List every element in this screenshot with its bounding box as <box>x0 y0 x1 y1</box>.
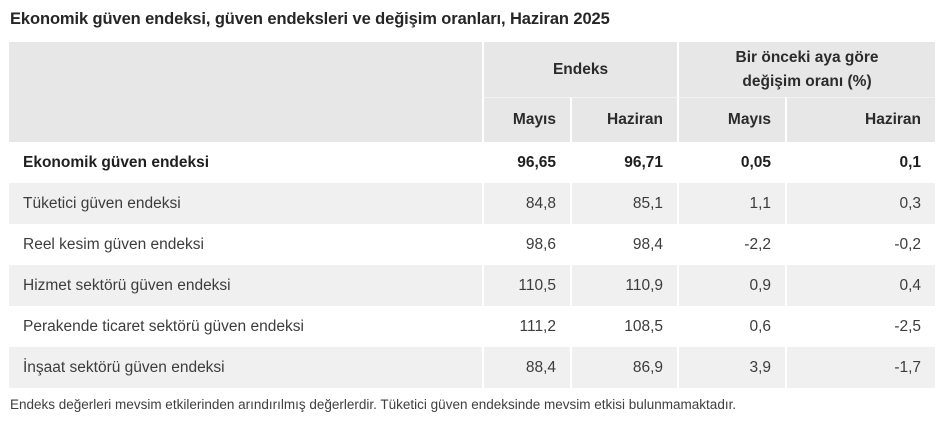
cell-value: 96,65 <box>482 142 570 183</box>
row-label-header-cell <box>9 42 482 142</box>
cell-value: -2,5 <box>785 306 936 347</box>
cell-value: 85,1 <box>570 183 678 224</box>
cell-value: 108,5 <box>570 306 678 347</box>
cell-value: 98,6 <box>482 224 570 265</box>
cell-value: 110,5 <box>482 265 570 306</box>
table-row: Perakende ticaret sektörü güven endeksi … <box>9 306 936 347</box>
row-label: Ekonomik güven endeksi <box>9 142 482 183</box>
cell-value: -2,2 <box>677 224 786 265</box>
cell-value: 1,1 <box>677 183 786 224</box>
cell-value: 0,1 <box>785 142 936 183</box>
footnote: Endeks değerleri mevsim etkilerinden arı… <box>10 397 737 412</box>
cell-value: 3,9 <box>677 347 786 388</box>
cell-value: 88,4 <box>482 347 570 388</box>
cell-value: 86,9 <box>570 347 678 388</box>
subheader-endeks-haziran: Haziran <box>570 97 678 142</box>
cell-value: 0,05 <box>677 142 786 183</box>
column-group-monthly-change: Bir önceki aya göre değişim oranı (%) <box>677 42 936 97</box>
cell-value: 96,71 <box>570 142 678 183</box>
column-group-change-label-line2: değişim oranı (%) <box>742 72 872 90</box>
page: Ekonomik güven endeksi, güven endeksleri… <box>0 10 944 424</box>
cell-value: 111,2 <box>482 306 570 347</box>
table-subheader-row: Mayıs Haziran Mayıs Haziran <box>9 97 936 142</box>
subheader-change-haziran: Haziran <box>785 97 936 142</box>
column-group-endeks: Endeks <box>482 42 678 97</box>
confidence-index-table: Endeks Bir önceki aya göre değişim oranı… <box>9 42 936 388</box>
table-row: Reel kesim güven endeksi 98,6 98,4 -2,2 … <box>9 224 936 265</box>
row-label: Perakende ticaret sektörü güven endeksi <box>9 306 482 347</box>
table-group-header-row: Endeks Bir önceki aya göre değişim oranı… <box>9 42 936 142</box>
subheader-change-mayis: Mayıs <box>677 97 786 142</box>
table-row: İnşaat sektörü güven endeksi 88,4 86,9 3… <box>9 347 936 388</box>
cell-value: 98,4 <box>570 224 678 265</box>
cell-value: 0,3 <box>785 183 936 224</box>
table-row: Ekonomik güven endeksi 96,65 96,71 0,05 … <box>9 142 936 183</box>
subheader-endeks-mayis: Mayıs <box>482 97 570 142</box>
cell-value: 0,9 <box>677 265 786 306</box>
column-group-change-label-line1: Bir önceki aya göre <box>735 49 879 67</box>
cell-value: -0,2 <box>785 224 936 265</box>
cell-value: 0,4 <box>785 265 936 306</box>
column-group-endeks-label: Endeks <box>552 60 609 78</box>
page-title: Ekonomik güven endeksi, güven endeksleri… <box>10 10 610 28</box>
row-label: Hizmet sektörü güven endeksi <box>9 265 482 306</box>
table-row: Hizmet sektörü güven endeksi 110,5 110,9… <box>9 265 936 306</box>
row-label: İnşaat sektörü güven endeksi <box>9 347 482 388</box>
cell-value: 110,9 <box>570 265 678 306</box>
table-row: Tüketici güven endeksi 84,8 85,1 1,1 0,3 <box>9 183 936 224</box>
cell-value: -1,7 <box>785 347 936 388</box>
cell-value: 84,8 <box>482 183 570 224</box>
row-label: Tüketici güven endeksi <box>9 183 482 224</box>
cell-value: 0,6 <box>677 306 786 347</box>
row-label: Reel kesim güven endeksi <box>9 224 482 265</box>
